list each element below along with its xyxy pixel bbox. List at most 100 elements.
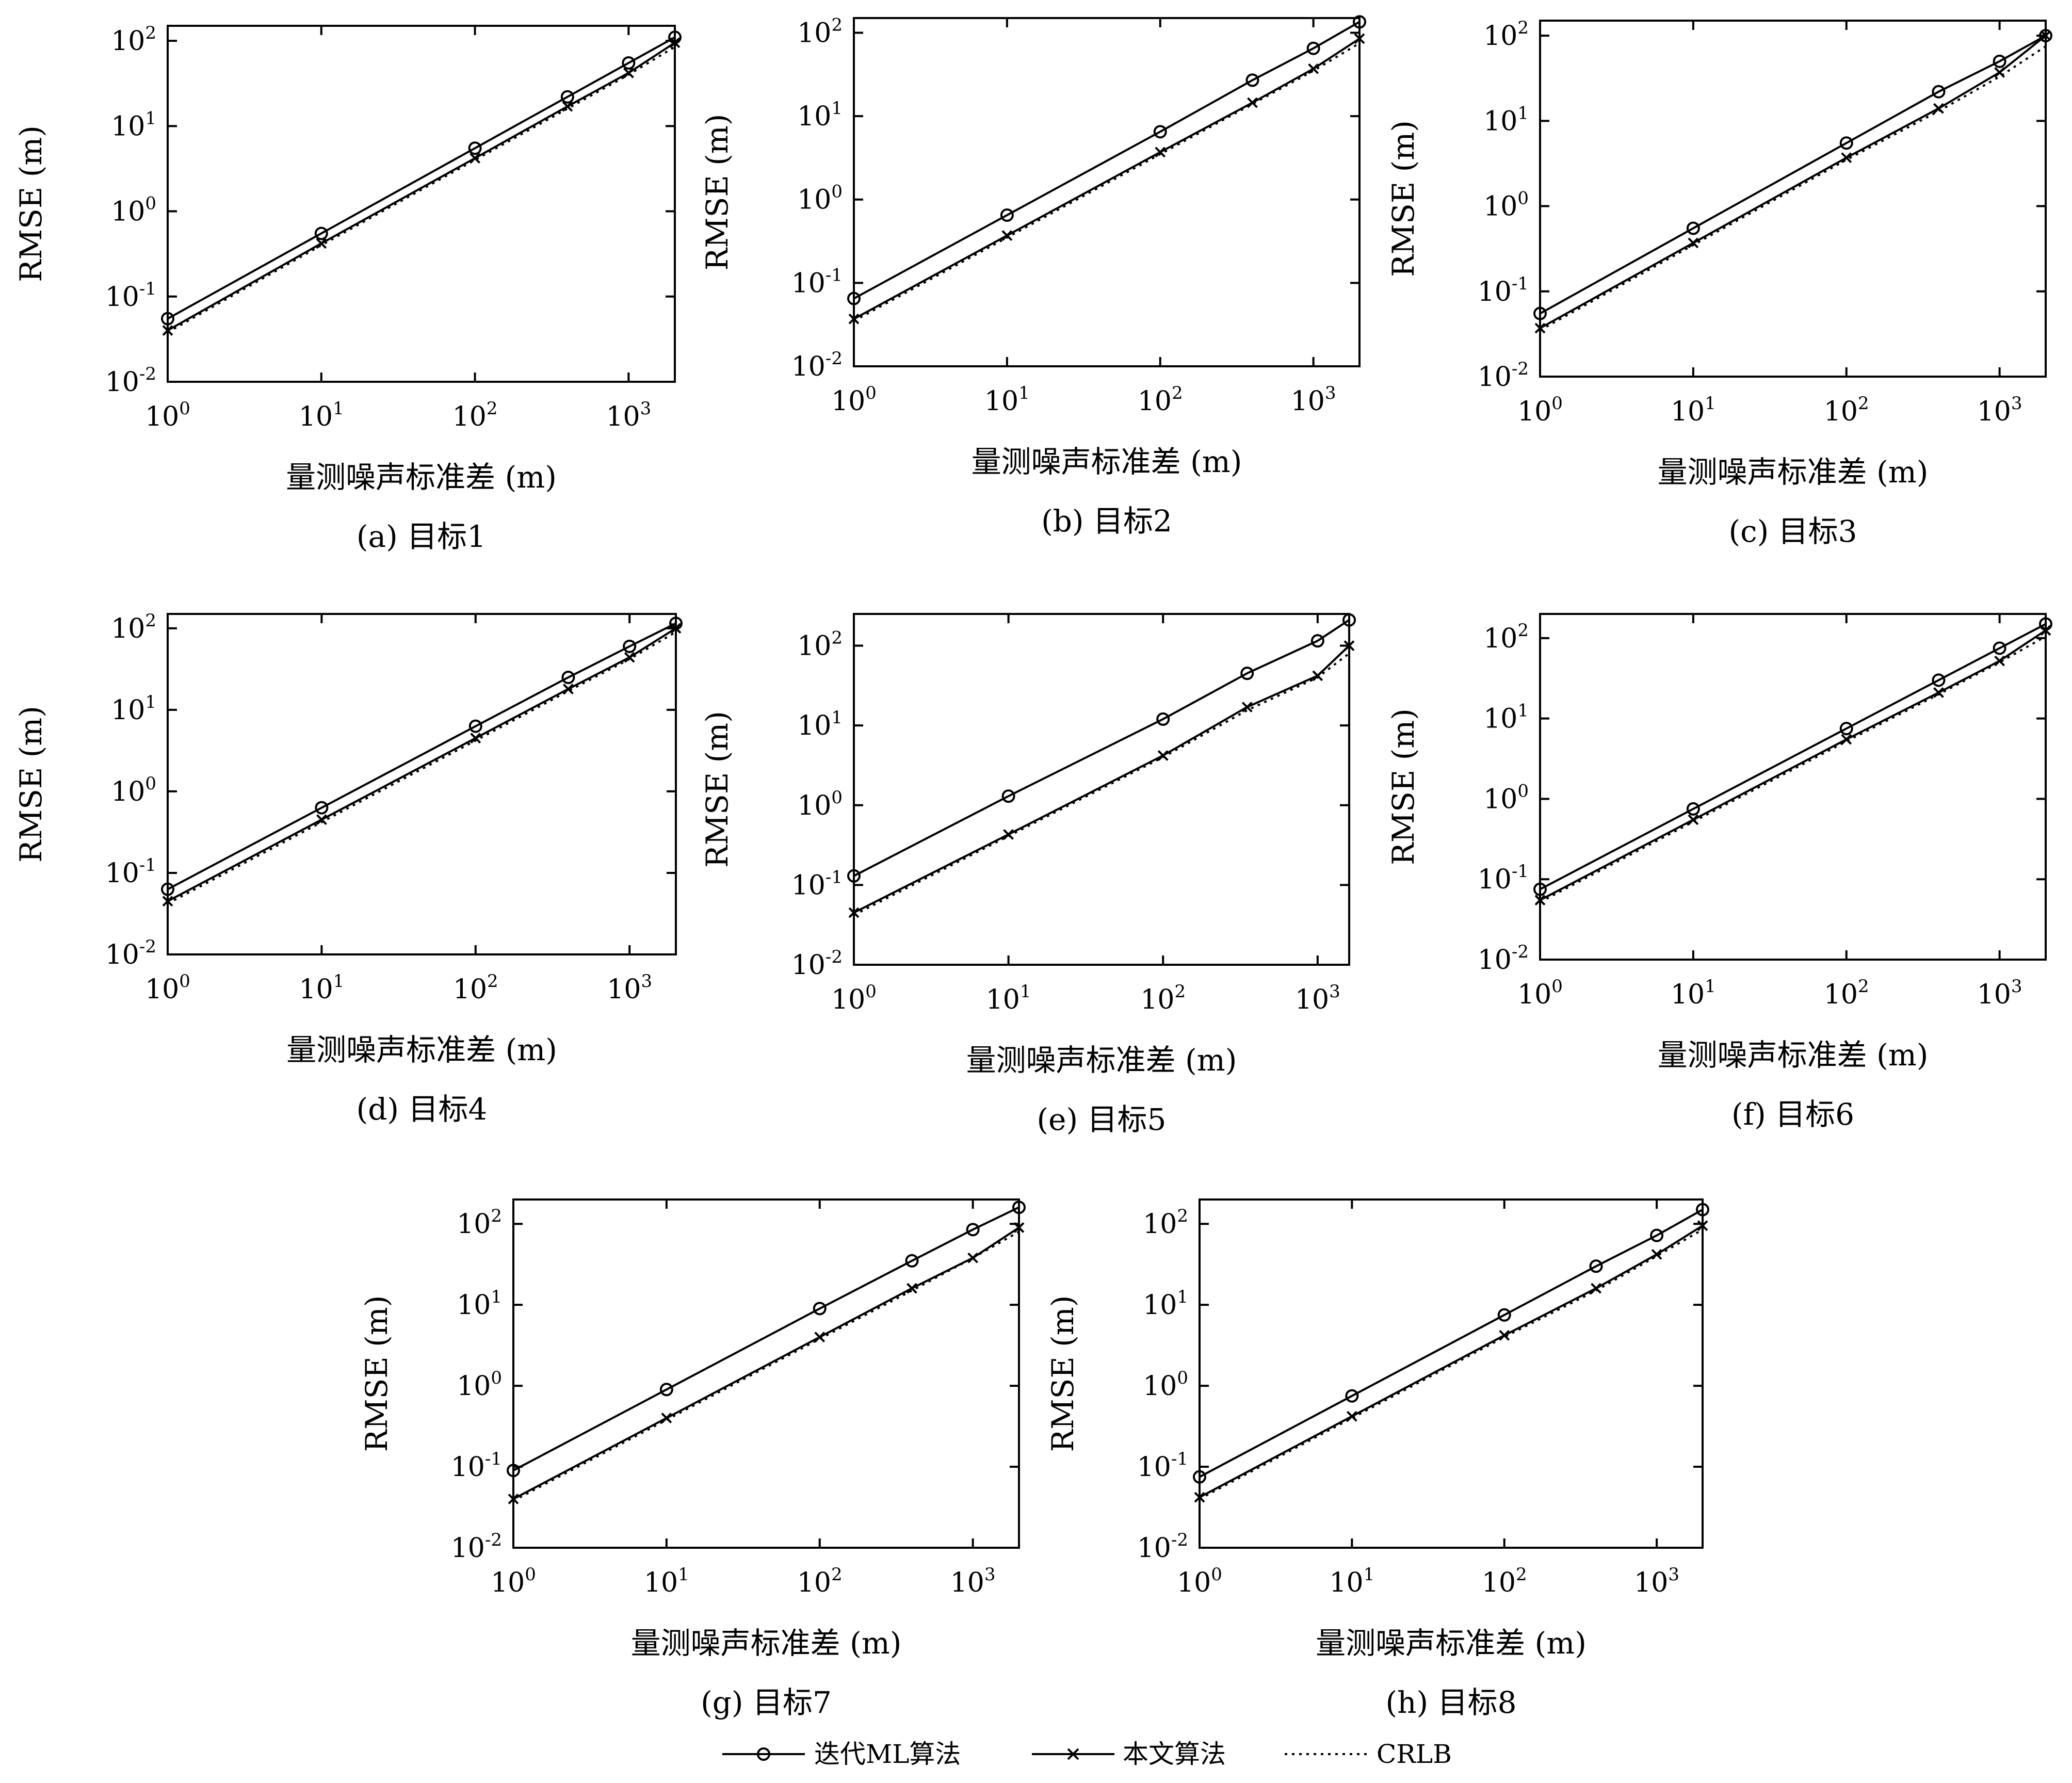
y-tick-label: 10-1 [451,1449,502,1483]
series-line [1199,1225,1704,1498]
data-point-circle [1012,1201,1026,1214]
x-tick-label: 103 [606,398,651,432]
data-point-circle [1342,613,1356,627]
x-tick-label: 101 [1671,976,1716,1010]
y-tick-label: 10-2 [1478,359,1529,393]
x-axis-label: 量测噪声标准差 (m) [286,1032,557,1067]
data-point-circle [847,869,861,883]
y-tick-label: 10-2 [1137,1530,1188,1564]
y-tick-label: 101 [457,1287,502,1321]
y-axis-label: RMSE (m) [1386,708,1421,865]
y-tick-label: 10-1 [105,855,156,889]
y-tick-label: 102 [1483,18,1529,52]
legend-label-proposed: 本文算法 [1123,1739,1226,1769]
data-point-x [1308,63,1319,74]
y-tick-label: 101 [1483,103,1529,137]
data-point-circle [1153,125,1167,139]
x-tick-label: 101 [986,981,1031,1015]
data-point-circle [813,1302,827,1316]
y-tick-label: 101 [1143,1287,1188,1321]
y-tick-label: 10-2 [105,364,156,398]
x-axis-label: 量测噪声标准差 (m) [1658,455,1929,490]
plot-frame [1199,1198,1704,1549]
x-tick-label: 102 [453,971,498,1005]
x-tick-label: 102 [797,1564,843,1598]
y-tick-label: 102 [797,14,843,48]
series-line [853,21,1360,300]
y-tick-label: 101 [111,108,156,142]
series-line [513,1226,1020,1500]
subfigure-caption: (f) 目标6 [1731,1097,1854,1132]
subfigure-caption: (b) 目标2 [1041,504,1172,539]
data-point-x [906,1283,917,1294]
y-tick-label: 100 [111,193,156,228]
series-line [1540,35,2046,315]
data-point-circle [1839,136,1853,150]
x-tick-label: 101 [1671,393,1716,427]
y-tick-label: 102 [1483,620,1529,654]
legend-item-crlb: CRLB [1285,1739,1452,1769]
y-tick-label: 10-1 [791,265,843,299]
x-tick-label: 101 [644,1564,689,1598]
y-tick-label: 10-2 [451,1530,502,1564]
data-point-x [623,67,634,78]
x-tick-label: 102 [452,398,498,432]
y-tick-label: 10-2 [791,348,843,382]
y-tick-label: 10-1 [1478,861,1529,895]
data-point-x [316,814,327,825]
x-axis-label: 量测噪声标准差 (m) [286,460,557,495]
y-tick-label: 101 [797,98,843,132]
legend-item-ml: 迭代ML算法 [722,1739,961,1769]
data-point-circle [1686,221,1700,235]
data-point-x [1157,750,1169,761]
y-axis-label: RMSE (m) [13,125,48,282]
x-tick-label: 100 [1517,393,1563,427]
plot-frame [167,613,677,955]
series-line [853,42,1361,322]
x-tick-label: 101 [1329,1564,1374,1598]
x-axis-label: 量测噪声标准差 (m) [1658,1038,1929,1073]
legend-x-marker [1067,1748,1079,1760]
y-tick-label: 100 [457,1368,502,1402]
data-point-x [1591,1283,1601,1294]
x-tick-label: 103 [1977,976,2022,1010]
data-point-circle [1932,85,1946,99]
data-point-circle [1345,1389,1359,1403]
data-point-circle [468,141,482,155]
y-tick-label: 101 [111,692,156,726]
subfigure-caption: (c) 目标3 [1728,514,1857,549]
data-point-x [316,238,327,249]
data-point-x [1343,640,1355,651]
series-line [1540,45,2047,331]
chart-panel: 100 101 102 103 10-2 10-1 100 101 102 量测噪声标准差 (m)… [1045,1198,1709,1720]
data-point-circle [1696,1203,1709,1217]
chart-panel: 100 101 102 103 10-2 10-1 100 101 102 量测噪声标准差 (m)… [1386,18,2052,549]
data-point-x [508,1494,519,1504]
chart-panel: 100 101 102 103 10-2 10-1 100 101 102 量测噪声标准差 (m)… [700,14,1366,539]
y-tick-label: 10-1 [1137,1449,1188,1483]
data-point-circle [1310,634,1324,648]
y-axis-label: RMSE (m) [1386,120,1421,277]
series-line [167,36,675,320]
plot-frame [853,17,1361,367]
data-point-x [670,623,682,634]
y-tick-label: 10-1 [791,867,843,901]
y-tick-label: 100 [797,787,843,821]
data-point-circle [1000,208,1014,222]
series-line [1540,629,2047,901]
data-point-x [1013,1222,1025,1233]
subfigure-caption: (h) 目标8 [1386,1685,1517,1720]
subfigure-caption: (e) 目标5 [1037,1102,1167,1137]
x-tick-label: 102 [1824,976,1869,1010]
plot-frame [167,25,676,383]
y-tick-label: 102 [111,610,156,644]
data-point-x [162,325,173,336]
data-point-circle [1245,73,1259,87]
data-point-circle [623,639,637,653]
plot-frame [512,1198,1020,1549]
data-point-circle [161,882,174,896]
x-tick-label: 100 [831,981,877,1015]
data-point-circle [1839,722,1853,736]
x-tick-label: 100 [1177,1564,1222,1598]
